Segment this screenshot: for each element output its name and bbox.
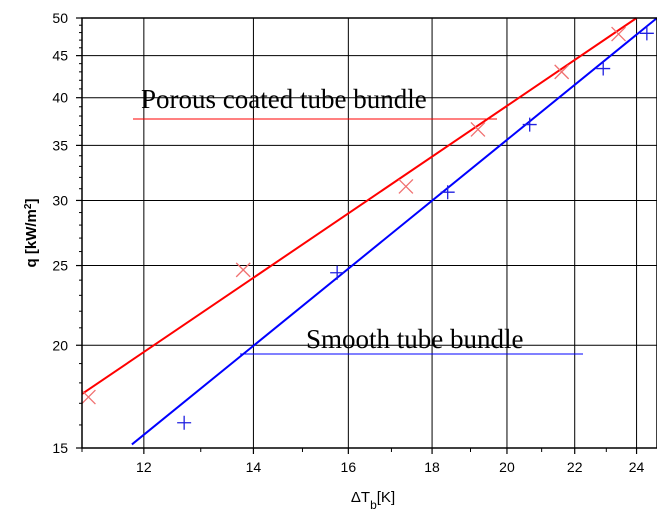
- series-0-point: [398, 178, 414, 194]
- y-tick-label: 40: [52, 90, 68, 106]
- series-1-fit-line: [131, 17, 657, 446]
- x-tick-label: 16: [341, 459, 357, 475]
- y-axis-title-sup: 2: [23, 203, 34, 209]
- series-0-point: [554, 64, 570, 80]
- y-tick-label: 25: [52, 258, 68, 274]
- y-tick-label: 15: [52, 440, 68, 456]
- series-0-fit-line: [81, 17, 638, 395]
- x-axis-title-unit: [K]: [377, 489, 395, 506]
- y-tick-label: 30: [52, 192, 68, 208]
- x-tick-label: 18: [424, 459, 440, 475]
- series-1-point: [522, 117, 537, 132]
- y-tick-label: 50: [52, 10, 68, 26]
- series-1-point: [639, 26, 654, 41]
- tick-labels: 12 14 16 18 20 22 24 15 20 25 30 35 40 45 50: [52, 10, 644, 475]
- annotation-smooth: Smooth tube bundle: [306, 324, 524, 354]
- y-tick-label: 45: [52, 48, 68, 64]
- y-axis-title: q [kW/m2]: [23, 199, 41, 268]
- series-1-point: [440, 185, 455, 200]
- x-tick-label: 22: [567, 459, 583, 475]
- x-tick-label: 24: [629, 459, 645, 475]
- x-tick-label: 20: [499, 459, 515, 475]
- y-axis-title-main: q [kW/m: [23, 209, 40, 267]
- y-tick-label: 20: [52, 337, 68, 353]
- annotations: Porous coated tube bundle Smooth tube bun…: [133, 84, 583, 355]
- annotation-porous: Porous coated tube bundle: [141, 84, 427, 114]
- y-axis-title-close: ]: [23, 199, 40, 204]
- series-1-point: [177, 415, 192, 430]
- x-tick-label: 14: [246, 459, 262, 475]
- x-axis-title-main: ΔT: [351, 489, 370, 506]
- x-tick-label: 12: [136, 459, 152, 475]
- plot-frame: [81, 17, 657, 449]
- series-0-point: [470, 121, 486, 137]
- series-1-point: [596, 61, 611, 76]
- x-axis-title-sub: b: [370, 498, 377, 510]
- series-1-point: [330, 265, 345, 280]
- series-0-point: [611, 26, 627, 42]
- grid: [82, 17, 657, 449]
- y-tick-label: 35: [52, 137, 68, 153]
- series-layer: [80, 17, 657, 446]
- x-axis-title: ΔTb[K]: [351, 489, 395, 510]
- series-0-point: [235, 262, 251, 278]
- series-0-point: [80, 389, 96, 405]
- ticks: [76, 17, 638, 454]
